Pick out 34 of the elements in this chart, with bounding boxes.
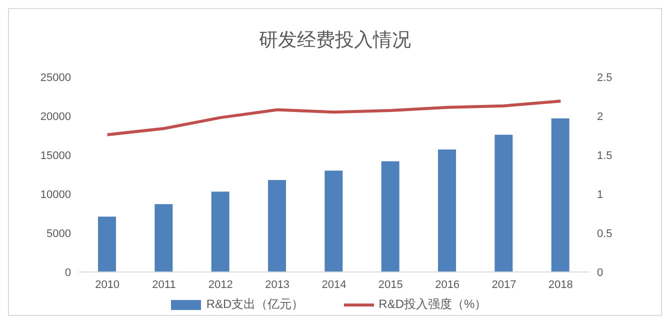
legend-label: R&D支出（亿元） xyxy=(206,296,304,313)
y-tick-label: 20000 xyxy=(40,110,71,123)
x-tick-label: 2013 xyxy=(265,278,290,291)
bar xyxy=(381,161,400,272)
line-series xyxy=(106,100,562,136)
x-tick-label: 2018 xyxy=(548,278,573,291)
bar xyxy=(211,192,230,272)
x-tick-label: 2011 xyxy=(152,278,176,291)
y-tick-label: 5000 xyxy=(46,228,71,240)
y-tick-label: 0 xyxy=(64,266,71,279)
y-tick-label: 25000 xyxy=(40,72,71,84)
bar xyxy=(551,118,570,272)
chart-title: 研发经费投入情况 xyxy=(258,29,412,53)
bar xyxy=(324,170,343,272)
y2-tick-label: 1.5 xyxy=(597,150,612,162)
bar xyxy=(98,216,116,272)
y-tick-label: 10000 xyxy=(40,188,71,201)
x-tick-label: 2016 xyxy=(435,278,460,291)
x-tick-label: 2010 xyxy=(95,278,120,291)
y2-tick-label: 2.5 xyxy=(597,72,612,84)
bar xyxy=(268,180,286,272)
bar xyxy=(494,134,513,272)
x-tick-label: 2015 xyxy=(378,278,403,291)
y2-tick-label: 0 xyxy=(597,266,604,279)
x-tick-label: 2014 xyxy=(322,278,346,291)
bar xyxy=(438,150,456,272)
y2-tick-label: 0.5 xyxy=(597,228,612,240)
y2-tick-label: 1 xyxy=(597,188,604,201)
legend-label: R&D投入强度（%） xyxy=(378,296,487,313)
x-tick-label: 2017 xyxy=(492,278,516,291)
y-tick-label: 15000 xyxy=(40,150,71,162)
bar xyxy=(154,204,173,272)
x-tick-label: 2012 xyxy=(208,278,233,291)
y2-tick-label: 2 xyxy=(597,110,604,123)
